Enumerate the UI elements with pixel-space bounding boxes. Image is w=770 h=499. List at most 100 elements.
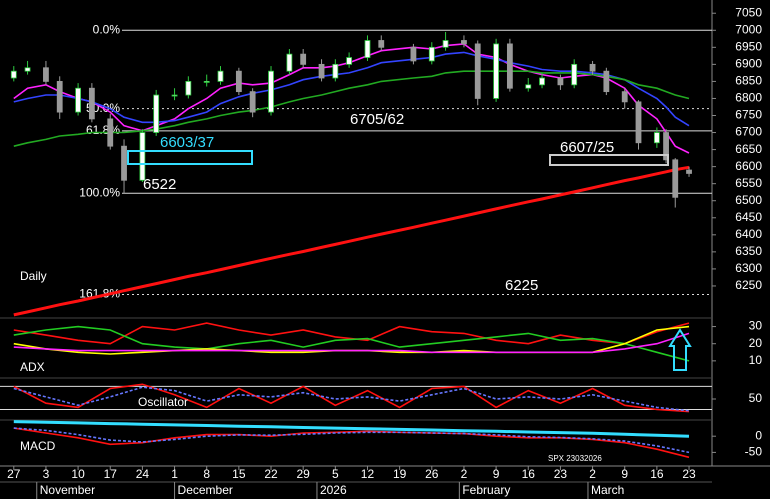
candle-body: [171, 94, 178, 97]
y-tick-label: 6500: [735, 193, 762, 207]
candle-body: [203, 81, 210, 83]
candle-body: [525, 84, 532, 89]
y-tick-label: 6300: [735, 261, 762, 275]
candle-body: [346, 57, 353, 65]
annotation: 6225: [505, 277, 538, 294]
candle-body: [539, 77, 545, 86]
y-tick-label: 10: [749, 353, 763, 367]
y-tick-label: 6900: [735, 57, 762, 71]
range-box: [549, 154, 669, 166]
month-label: February: [462, 483, 510, 497]
x-tick-label: 15: [232, 467, 246, 481]
fib-label: 100.0%: [79, 185, 120, 199]
indicator-line: [13, 165, 690, 317]
candle-body: [378, 40, 385, 48]
candle-body: [332, 63, 339, 79]
candle-body: [557, 77, 564, 86]
panel-label: Oscillator: [138, 395, 188, 409]
candle-body: [442, 40, 449, 48]
candle-body: [493, 43, 500, 99]
candle-body: [75, 87, 81, 113]
x-tick-label: 12: [361, 467, 375, 481]
panel-label: Daily: [20, 269, 47, 283]
y-tick-label: 6450: [735, 210, 762, 224]
x-tick-label: 3: [43, 467, 50, 481]
x-tick-label: 16: [522, 467, 536, 481]
candle-body: [571, 63, 578, 86]
x-tick-label: 19: [393, 467, 407, 481]
y-tick-label: 6650: [735, 142, 762, 156]
y-tick-label: 6800: [735, 91, 762, 105]
month-label: November: [40, 483, 95, 497]
indicator-line: [13, 325, 690, 362]
candle-body: [686, 169, 692, 174]
y-tick-label: 6400: [735, 227, 762, 241]
candle-body: [506, 43, 513, 89]
indicator-line: [13, 386, 690, 412]
candle-body: [153, 94, 160, 133]
y-tick-label: 6850: [735, 74, 762, 88]
y-tick-label: 6600: [735, 159, 762, 173]
candle-body: [410, 46, 417, 62]
candle-body: [474, 43, 481, 99]
month-label: March: [591, 483, 624, 497]
candle-body: [139, 132, 146, 181]
candle-body: [300, 53, 307, 65]
month-label: December: [178, 483, 233, 497]
x-tick-label: 26: [425, 467, 439, 481]
annotations: 6705/62 6603/37 6607/25 6522 6225 Daily …: [20, 111, 692, 463]
y-tick-label: 6350: [735, 244, 762, 258]
candle-body: [364, 40, 371, 58]
candle-body: [672, 159, 679, 198]
x-tick-label: 9: [621, 467, 628, 481]
candle-body: [589, 63, 596, 72]
y-tick-label: 20: [749, 336, 763, 350]
range-box: [127, 150, 253, 165]
y-tick-label: 6750: [735, 108, 762, 122]
indicator-line: [13, 332, 690, 354]
candle-body: [249, 91, 256, 113]
candle-body: [621, 91, 628, 103]
y-tick-label: 0: [755, 428, 762, 442]
annotation: 6603/37: [160, 134, 214, 151]
candle-body: [603, 70, 610, 93]
y-tick-label: 6700: [735, 125, 762, 139]
candle-body: [88, 87, 95, 120]
x-tick-label: 22: [264, 467, 278, 481]
x-tick-label: 16: [650, 467, 664, 481]
y-tick-label: 7050: [735, 5, 762, 19]
annotation: 6607/25: [560, 139, 614, 156]
y-tick-label: -50: [745, 445, 763, 459]
x-tick-label: 10: [71, 467, 85, 481]
x-tick-label: 23: [682, 467, 696, 481]
candle-body: [663, 132, 669, 161]
candle-body: [286, 53, 293, 72]
x-tick-label: 27: [7, 467, 21, 481]
candle-body: [43, 67, 49, 82]
x-tick-label: 5: [332, 467, 339, 481]
candle-body: [461, 40, 467, 45]
panel-label: ADX: [20, 360, 45, 374]
x-tick-label: 17: [104, 467, 118, 481]
y-tick-label: 6950: [735, 39, 762, 53]
x-tick-label: 1: [171, 467, 178, 481]
x-tick-label: 9: [493, 467, 500, 481]
symbol-note: SPX 23032026: [548, 454, 602, 463]
candle-body: [10, 70, 17, 79]
candle-body: [185, 81, 192, 96]
month-label: 2026: [320, 483, 347, 497]
indicator-line: [13, 427, 690, 459]
candle-body: [635, 101, 642, 144]
y-tick-label: 7000: [735, 22, 762, 36]
y-tick-label: 6250: [735, 278, 762, 292]
candle-body: [121, 145, 127, 181]
candle-body: [268, 70, 274, 113]
x-tick-label: 2: [461, 467, 468, 481]
x-tick-label: 2: [589, 467, 596, 481]
candle-body: [107, 118, 114, 147]
panel-label: MACD: [20, 439, 56, 453]
fib-label: 61.8%: [86, 123, 120, 137]
indicator-line: [13, 322, 690, 345]
